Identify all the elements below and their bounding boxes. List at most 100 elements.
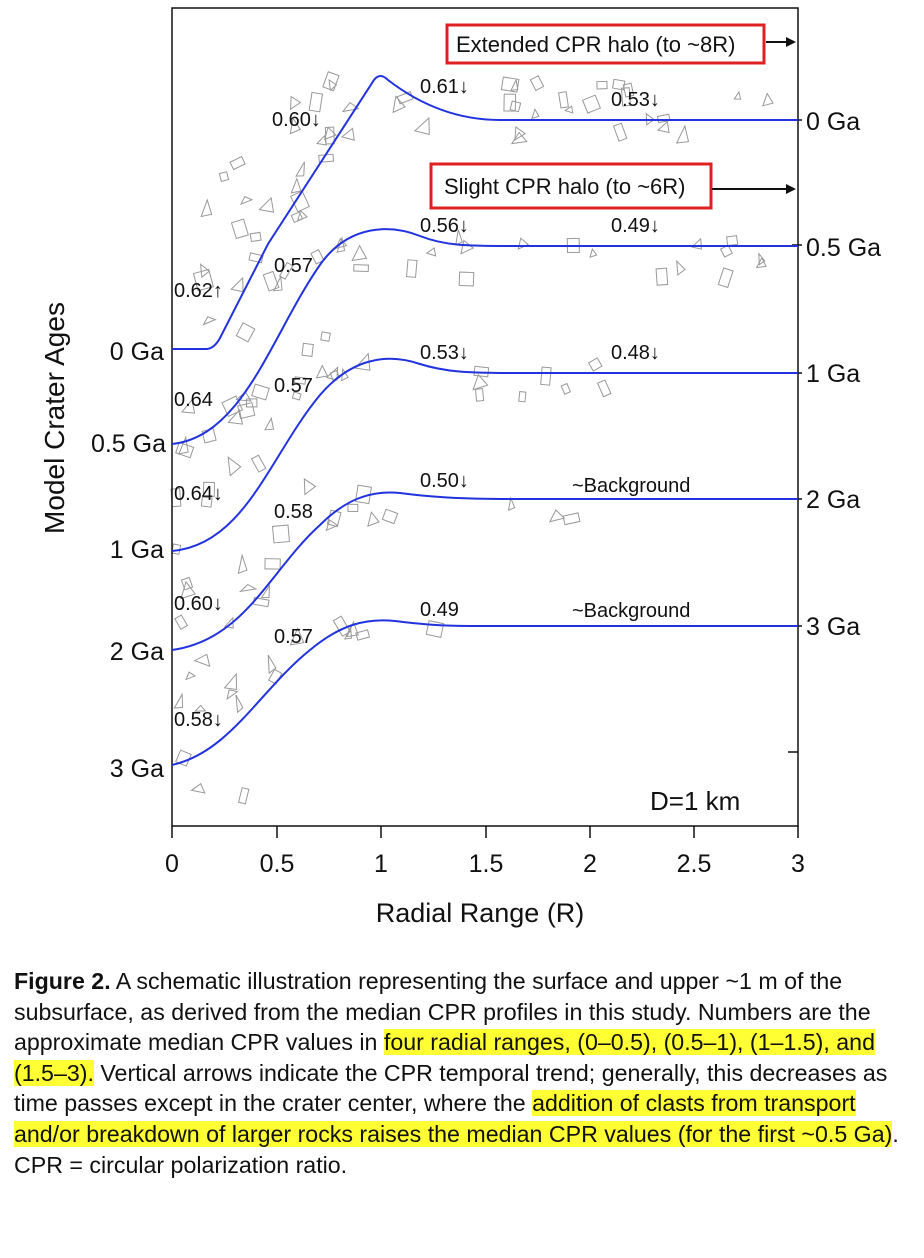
clast-shape: [248, 252, 264, 264]
right-age-label: 0.5 Ga: [806, 234, 881, 262]
cpr-label: 0.61↓: [420, 76, 469, 98]
cpr-label: 0.64↓: [174, 483, 223, 505]
cpr-label: 0.62↑: [174, 280, 223, 302]
clast-shape: [351, 244, 368, 262]
clast-shape: [193, 704, 207, 712]
x-axis-ticks: [171, 826, 799, 838]
clast-shape: [518, 391, 527, 403]
clast-shape: [656, 113, 671, 124]
clast-shape: [717, 267, 734, 289]
clast-shape: [190, 782, 206, 794]
clast-shape: [425, 247, 437, 257]
profile-curve-3ga: [171, 619, 798, 766]
left-age-label: 3 Ga: [110, 755, 164, 783]
clast-shape: [540, 366, 552, 386]
crater-age-figure: 0 0.5 1 1.5 2 2.5 3 Radial Range (R) Mod…: [39, 7, 881, 928]
clast-shape: [558, 91, 570, 109]
clast-shape: [289, 116, 302, 135]
clast-shape: [367, 511, 380, 527]
clast-shape: [353, 264, 369, 272]
clast-shape: [192, 268, 214, 292]
caption-text-3: . CPR = circular polarization ratio.: [14, 1120, 899, 1178]
caption-label: Figure 2.: [14, 968, 111, 994]
clast-shape: [316, 134, 327, 146]
profile-curve-0ga: [172, 75, 798, 350]
cpr-label: 0.49↓: [611, 215, 660, 237]
caption-text-2: Vertical arrows indicate the CPR tempora…: [14, 1059, 888, 1117]
cpr-label: 0.50↓: [420, 470, 469, 492]
cpr-label: 0.57: [274, 375, 313, 397]
x-axis-title: Radial Range (R): [376, 898, 585, 928]
profile-curve-0.5ga: [171, 228, 798, 445]
cpr-label: 0.49: [420, 599, 459, 621]
clast-shape: [474, 388, 485, 402]
clast-shape: [293, 376, 307, 385]
x-tick-label: 0.5: [260, 850, 295, 878]
clast-shape: [174, 614, 189, 630]
cpr-label: ~Background: [572, 600, 690, 622]
clast-shape: [548, 509, 566, 523]
clast-shape: [229, 155, 246, 171]
clast-shape: [227, 456, 242, 477]
clast-shape: [239, 196, 254, 206]
extended-halo-box: [445, 23, 766, 65]
clast-shape: [596, 80, 608, 90]
clast-shape: [510, 78, 519, 91]
cpr-label: 0.57: [274, 255, 313, 277]
clast-shape: [251, 383, 270, 401]
clast-shape: [271, 524, 290, 544]
clast-shape: [323, 126, 337, 141]
clast-shape: [320, 331, 331, 342]
slight-halo-text: Slight CPR halo (to ~6R): [444, 174, 686, 199]
clast-shape: [726, 235, 739, 247]
figure-caption: Figure 2. A schematic illustration repre…: [14, 966, 914, 1180]
left-age-label: 0.5 Ga: [91, 430, 166, 458]
clast-shape: [290, 211, 304, 224]
clast-shape: [562, 512, 581, 526]
clast-shape: [589, 247, 598, 258]
clast-shape: [200, 198, 213, 218]
clast-shape: [324, 126, 335, 145]
clast-shape: [509, 100, 522, 113]
clast-shape: [531, 107, 540, 120]
clast-shape: [645, 112, 655, 126]
clast-shape: [301, 342, 314, 357]
y-axis-title: Model Crater Ages: [39, 302, 70, 534]
clast-shape: [238, 583, 258, 593]
clast-shape: [227, 408, 244, 425]
clast-shape: [733, 90, 742, 100]
clast-shape: [690, 237, 702, 250]
clast-shape: [230, 276, 244, 293]
x-tick-label: 3: [791, 850, 805, 878]
left-age-label: 1 Ga: [110, 536, 164, 564]
clast-shape: [230, 218, 249, 240]
right-age-label: 2 Ga: [806, 486, 860, 514]
clast-shape: [500, 76, 520, 93]
clast-shape: [322, 71, 340, 92]
cpr-label: ~Background: [572, 475, 690, 497]
clast-shape: [719, 244, 733, 258]
clast-shape: [510, 131, 528, 145]
cpr-label: 0.64: [174, 389, 213, 411]
clast-shape: [413, 116, 430, 136]
clast-shape: [455, 229, 463, 246]
clast-shape: [303, 478, 317, 496]
clast-shape: [355, 629, 371, 641]
left-age-label: 2 Ga: [110, 638, 164, 666]
clast-shape: [221, 395, 244, 418]
clast-shape: [596, 379, 612, 398]
clast-shape: [250, 454, 267, 473]
clast-shape: [341, 101, 360, 113]
clast-shape: [175, 441, 195, 459]
clast-shape: [180, 576, 194, 591]
clast-shape: [622, 82, 635, 98]
profile-curve-1ga: [171, 357, 798, 552]
clast-shape: [315, 364, 329, 379]
clast-shape: [218, 171, 230, 182]
clast-shape: [245, 398, 258, 408]
clast-shape: [193, 653, 211, 667]
clast-shape: [267, 654, 277, 674]
cpr-value-labels: 0.62↑ 0.60↓ 0.61↓ 0.53↓ 0.64 0.57 0.56↓ 0.49↓ 0.…: [174, 76, 690, 731]
clast-shape: [332, 615, 351, 637]
clast-shape: [514, 126, 527, 141]
